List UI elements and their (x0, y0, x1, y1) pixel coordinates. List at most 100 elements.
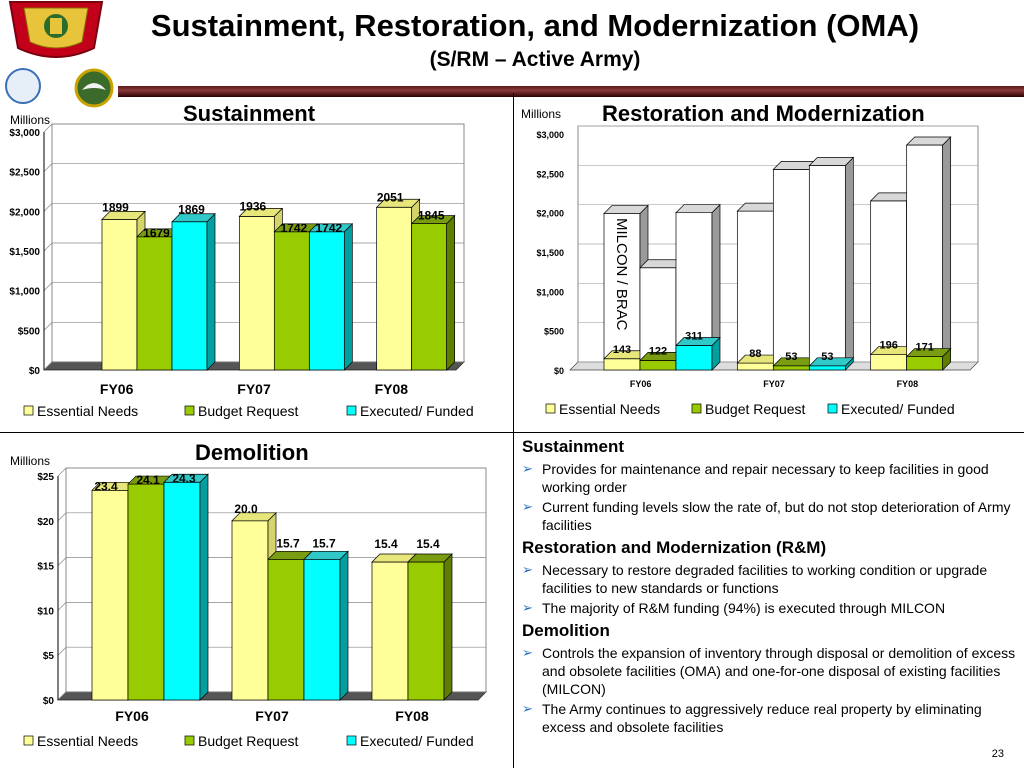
bar (171, 212, 216, 371)
gridline (57, 512, 67, 522)
x-category-label: FY06 (100, 381, 134, 397)
data-label: 88 (749, 348, 761, 360)
data-label: 2051 (377, 190, 404, 204)
bar (905, 347, 952, 371)
y-tick-label: $25 (37, 472, 54, 483)
y-tick-label: $0 (554, 366, 564, 376)
legend-swatch (346, 735, 357, 746)
y-tick-label: $15 (37, 562, 54, 573)
notes-panel: Sustainment Provides for maintenance and… (522, 437, 1017, 740)
mwr-logo-icon (5, 68, 41, 104)
eagle-seal-icon (74, 68, 114, 108)
page-subtitle: (S/RM – Active Army) (429, 48, 641, 71)
gridline (57, 602, 67, 611)
notes-heading-sustainment: Sustainment (522, 437, 625, 456)
title-rule (118, 86, 1024, 97)
y-tick-label: $2,000 (536, 209, 564, 219)
legend-label: Executed/ Funded (360, 733, 474, 749)
gridline (43, 361, 53, 371)
gridline (57, 467, 67, 477)
notes-item: The majority of R&M funding (94%) is exe… (522, 599, 1017, 617)
legend-label: Essential Needs (37, 733, 138, 749)
data-label: 1869 (178, 203, 205, 217)
notes-list-rm: Necessary to restore degraded facilities… (522, 561, 1017, 617)
legend-swatch (827, 403, 838, 414)
x-category-label: FY06 (630, 379, 652, 389)
data-label: 1742 (280, 221, 307, 235)
quadrant-divider-vertical (513, 93, 514, 768)
data-label: 53 (821, 351, 833, 363)
legend-label: Executed/ Funded (360, 403, 474, 419)
data-label: 15.4 (374, 537, 398, 551)
x-category-label: FY07 (255, 708, 289, 724)
y-tick-label: $500 (18, 326, 41, 337)
data-label: 15.7 (312, 536, 336, 550)
x-category-label: FY08 (897, 379, 919, 389)
y-tick-label: $20 (37, 517, 54, 528)
data-label: 143 (613, 344, 631, 356)
legend-swatch (691, 403, 702, 414)
legend-label: Budget Request (705, 401, 806, 417)
legend-label: Essential Needs (37, 403, 138, 419)
x-category-label: FY07 (237, 381, 271, 397)
milcon-brac-segment (675, 203, 721, 347)
data-label: 171 (915, 342, 933, 354)
notes-list-sustainment: Provides for maintenance and repair nece… (522, 460, 1017, 534)
y-tick-label: $3,000 (9, 128, 40, 139)
data-label: 196 (879, 340, 897, 352)
army-crest-logo-icon (8, 1, 104, 58)
sustainment-unit-label: Millions (10, 113, 51, 127)
gridline (43, 163, 53, 172)
y-tick-label: $10 (37, 606, 54, 617)
milcon-brac-segment (905, 136, 952, 358)
y-tick-label: $1,000 (9, 287, 40, 298)
gridline (43, 242, 53, 252)
legend-label: Executed/ Funded (841, 401, 955, 417)
y-tick-label: $3,000 (536, 130, 564, 140)
y-tick-label: $5 (43, 651, 55, 662)
bar (303, 550, 349, 701)
x-category-label: FY06 (115, 708, 149, 724)
data-label: 24.1 (136, 473, 160, 487)
gridline (57, 557, 67, 566)
notes-item: Necessary to restore degraded facilities… (522, 561, 1017, 597)
demolition-chart-title: Demolition (195, 440, 309, 465)
data-label: 53 (785, 351, 797, 363)
y-tick-label: $500 (544, 327, 564, 337)
y-tick-label: $0 (43, 696, 55, 707)
y-tick-label: $1,000 (536, 287, 564, 297)
y-tick-label: $2,500 (9, 168, 40, 179)
data-label: 15.4 (416, 537, 440, 551)
notes-heading-rm: Restoration and Modernization (R&M) (522, 538, 827, 557)
bar (869, 345, 916, 371)
demolition-bar-chart: $0 $5 $10 $15 $20 $25 23.4 24.1 24.3 FY06 20.0 15.7… (23, 467, 487, 749)
notes-item: The Army continues to aggressively reduc… (522, 700, 1017, 736)
quadrant-divider-horizontal (0, 432, 1024, 433)
y-tick-label: $0 (29, 366, 41, 377)
legend-swatch (184, 405, 195, 416)
legend-swatch (23, 735, 34, 746)
notes-list-demolition: Controls the expansion of inventory thro… (522, 644, 1017, 736)
notes-heading-demolition: Demolition (522, 621, 610, 640)
gridline (43, 203, 53, 212)
legend-swatch (23, 405, 34, 416)
y-tick-label: $1,500 (536, 248, 564, 258)
gridline (43, 322, 53, 331)
gridline (43, 282, 53, 291)
rm-chart-title: Restoration and Modernization (602, 101, 925, 126)
legend-label: Budget Request (198, 733, 299, 749)
legend-swatch (545, 403, 556, 414)
legend-swatch (184, 735, 195, 746)
notes-item: Current funding levels slow the rate of,… (522, 498, 1017, 534)
data-label: 1742 (315, 221, 342, 235)
legend-label: Essential Needs (559, 401, 660, 417)
x-category-label: FY08 (395, 708, 429, 724)
milcon-brac-annotation: MILCON / BRAC (613, 218, 630, 331)
notes-item: Controls the expansion of inventory thro… (522, 644, 1017, 698)
data-label: 23.4 (94, 479, 118, 493)
rm-bar-chart: $0 $500 $1,000 $1,500 $2,000 $2,500 $3,000 143 1… (536, 125, 979, 417)
data-label: 1936 (239, 199, 266, 213)
data-label: 15.7 (276, 536, 300, 550)
data-label: 122 (649, 345, 667, 357)
gridline (57, 646, 67, 656)
